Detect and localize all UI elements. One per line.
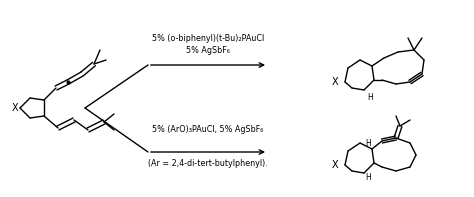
Text: H: H: [365, 174, 371, 182]
Text: X: X: [12, 103, 18, 113]
Text: X: X: [332, 160, 338, 170]
Text: X: X: [332, 77, 338, 87]
Text: (Ar = 2,4-di-tert-butylphenyl).: (Ar = 2,4-di-tert-butylphenyl).: [148, 159, 268, 167]
Text: H: H: [365, 139, 371, 149]
Text: 5% (o-biphenyl)(t-Bu)₂PAuCl: 5% (o-biphenyl)(t-Bu)₂PAuCl: [152, 33, 264, 43]
Text: H: H: [367, 93, 373, 101]
Text: 5% (ArO)₃PAuCl, 5% AgSbF₆: 5% (ArO)₃PAuCl, 5% AgSbF₆: [152, 125, 264, 135]
Text: 5% AgSbF₆: 5% AgSbF₆: [186, 46, 230, 55]
